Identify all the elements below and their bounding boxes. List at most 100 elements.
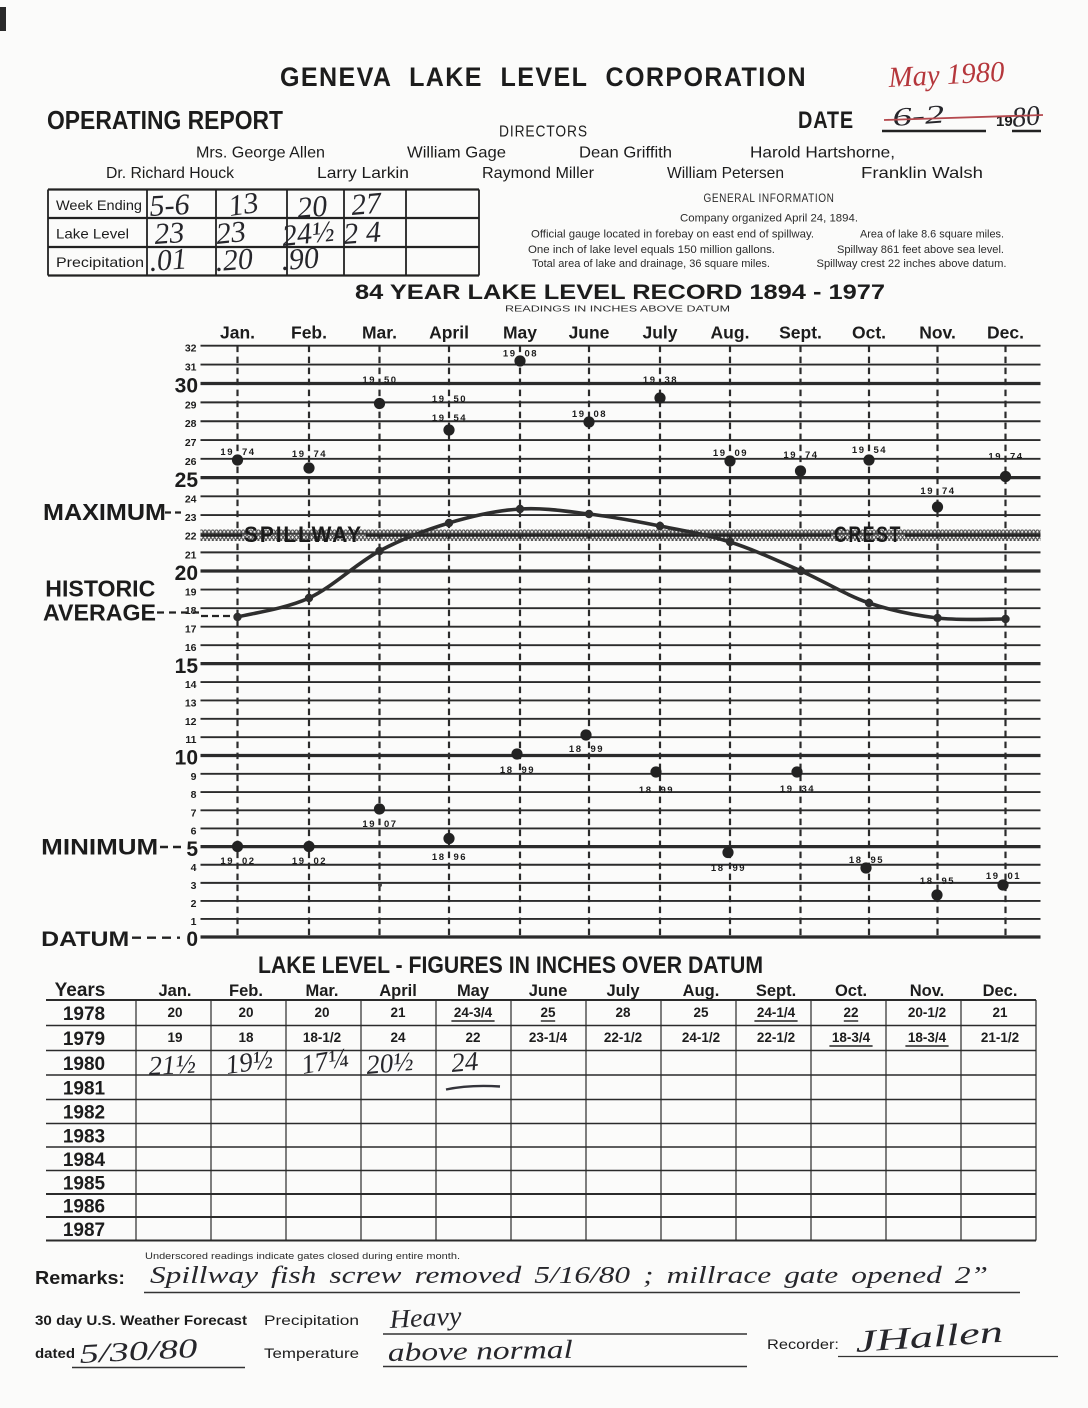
svg-text:Oct.: Oct. [852, 323, 886, 343]
svg-text:22: 22 [465, 1030, 480, 1045]
svg-text:Oct.: Oct. [835, 982, 867, 1000]
svg-text:AVERAGE: AVERAGE [43, 600, 156, 626]
svg-text:18: 18 [849, 855, 863, 866]
svg-text:08: 08 [525, 349, 539, 360]
svg-text:02: 02 [314, 856, 328, 867]
svg-text:19: 19 [362, 819, 376, 830]
svg-text:LAKE LEVEL - FIGURES IN INC: LAKE LEVEL - FIGURES IN INCHES OVER DATU… [258, 952, 763, 979]
svg-text:19: 19 [988, 452, 1002, 463]
svg-text:19½: 19½ [224, 1044, 275, 1080]
svg-text:54: 54 [454, 413, 468, 424]
svg-text:20: 20 [296, 189, 329, 224]
svg-text:13: 13 [185, 697, 197, 709]
svg-text:One inch of lake level equals: One inch of lake level equals 150 millio… [528, 244, 775, 256]
svg-text:Feb.: Feb. [291, 323, 327, 343]
svg-text:Larry Larkin: Larry Larkin [317, 165, 409, 182]
svg-text:22: 22 [185, 531, 197, 543]
svg-text:1979: 1979 [63, 1029, 105, 1050]
svg-text:1983: 1983 [63, 1126, 105, 1147]
svg-text:28: 28 [615, 1005, 631, 1020]
svg-text:31: 31 [185, 362, 197, 374]
svg-text:April: April [379, 982, 417, 1000]
svg-text:14: 14 [185, 679, 197, 691]
svg-text:19: 19 [986, 871, 1000, 882]
svg-text:50: 50 [454, 394, 468, 405]
svg-text:Franklin Walsh: Franklin Walsh [861, 165, 983, 182]
svg-text:12: 12 [185, 716, 197, 728]
svg-text:Dec.: Dec. [983, 982, 1018, 1000]
svg-text:DIRECTORS: DIRECTORS [499, 124, 588, 141]
svg-text:Heavy: Heavy [388, 1301, 463, 1334]
svg-text:24-1/4: 24-1/4 [757, 1005, 796, 1020]
svg-text:74: 74 [314, 449, 328, 460]
svg-text:19: 19 [432, 413, 446, 424]
svg-text:18-3/4: 18-3/4 [908, 1030, 947, 1045]
svg-text:Temperature: Temperature [264, 1346, 359, 1361]
svg-text:Mar.: Mar. [362, 323, 397, 343]
svg-text:Lake Level: Lake Level [56, 226, 129, 242]
svg-text:Precipitation: Precipitation [264, 1313, 359, 1328]
svg-text:15: 15 [175, 655, 199, 678]
svg-text:24: 24 [450, 1046, 480, 1078]
svg-text:OPERATING REPORT: OPERATING REPORT [47, 105, 283, 135]
svg-text:Mar.: Mar. [305, 982, 338, 1000]
svg-text:18-1/2: 18-1/2 [303, 1030, 341, 1045]
svg-text:4: 4 [191, 862, 197, 874]
svg-text:24-3/4: 24-3/4 [454, 1005, 493, 1020]
svg-text:Spillway crest 22 inches above: Spillway crest 22 inches above datum. [817, 258, 1007, 270]
svg-text:21-1/2: 21-1/2 [981, 1030, 1019, 1045]
svg-text:Dean Griffith: Dean Griffith [579, 145, 672, 162]
svg-text:2 4: 2 4 [342, 215, 382, 251]
svg-text:19: 19 [292, 449, 306, 460]
svg-text:74: 74 [805, 450, 819, 461]
svg-text:Sept.: Sept. [779, 323, 822, 343]
svg-text:Sept.: Sept. [756, 982, 796, 1000]
svg-text:19: 19 [292, 856, 306, 867]
svg-text:Aug.: Aug. [711, 323, 750, 343]
svg-text:18-3/4: 18-3/4 [832, 1030, 871, 1045]
svg-text:18: 18 [432, 852, 446, 863]
svg-text:19: 19 [852, 445, 866, 456]
svg-text:28: 28 [185, 418, 197, 430]
svg-text:Area of lake 8.6 square miles.: Area of lake 8.6 square miles. [860, 229, 1004, 241]
svg-text:Company organized April 24, 18: Company organized April 24, 1894. [680, 213, 858, 225]
svg-text:5/30/80: 5/30/80 [79, 1333, 199, 1369]
svg-text:1987: 1987 [63, 1220, 105, 1241]
svg-text:20-1/2: 20-1/2 [908, 1005, 946, 1020]
svg-text:7: 7 [191, 807, 197, 819]
svg-text:dated: dated [35, 1346, 75, 1361]
svg-text:16: 16 [185, 642, 197, 654]
svg-text:Dec.: Dec. [987, 323, 1024, 343]
svg-text:CREST: CREST [834, 522, 902, 547]
svg-text:Aug.: Aug. [683, 982, 720, 1000]
svg-text:18: 18 [711, 863, 725, 874]
svg-text:74: 74 [942, 486, 956, 497]
svg-text:18: 18 [920, 876, 934, 887]
svg-text:Mrs. George Allen: Mrs. George Allen [196, 145, 325, 162]
svg-text:5: 5 [186, 838, 198, 861]
svg-text:READINGS IN INCHES ABOVE: READINGS IN INCHES ABOVE DATUM [505, 304, 730, 314]
svg-text:30 day U.S. Weather Forecast: 30 day U.S. Weather Forecast [35, 1312, 247, 1328]
svg-text:Nov.: Nov. [910, 982, 945, 1000]
svg-text:Jan.: Jan. [220, 323, 255, 343]
svg-text:50: 50 [384, 375, 398, 386]
svg-text:3: 3 [191, 880, 197, 892]
svg-text:.01: .01 [148, 242, 188, 278]
svg-text:GENEVA LAKE LEVEL CORPORATION: GENEVA LAKE LEVEL CORPORATION [280, 62, 807, 92]
svg-text:HISTORIC: HISTORIC [45, 576, 155, 602]
svg-text:June: June [569, 323, 610, 343]
svg-text:1978: 1978 [63, 1004, 105, 1025]
svg-text:6-2: 6-2 [891, 99, 945, 132]
svg-text:Raymond Miller: Raymond Miller [482, 165, 595, 182]
svg-text:above normal: above normal [388, 1335, 573, 1367]
svg-text:Remarks:: Remarks: [35, 1267, 125, 1288]
svg-text:19: 19 [783, 450, 797, 461]
svg-text:July: July [606, 982, 640, 1000]
svg-text:Total area of lake and drainag: Total area of lake and drainage, 36 squa… [532, 258, 770, 270]
svg-text:Recorder:: Recorder: [767, 1337, 839, 1352]
svg-text:74: 74 [242, 447, 256, 458]
svg-text:95: 95 [942, 876, 956, 887]
svg-text:21½: 21½ [148, 1049, 197, 1081]
svg-text:22-1/2: 22-1/2 [604, 1030, 642, 1045]
svg-text:19: 19 [643, 375, 657, 386]
